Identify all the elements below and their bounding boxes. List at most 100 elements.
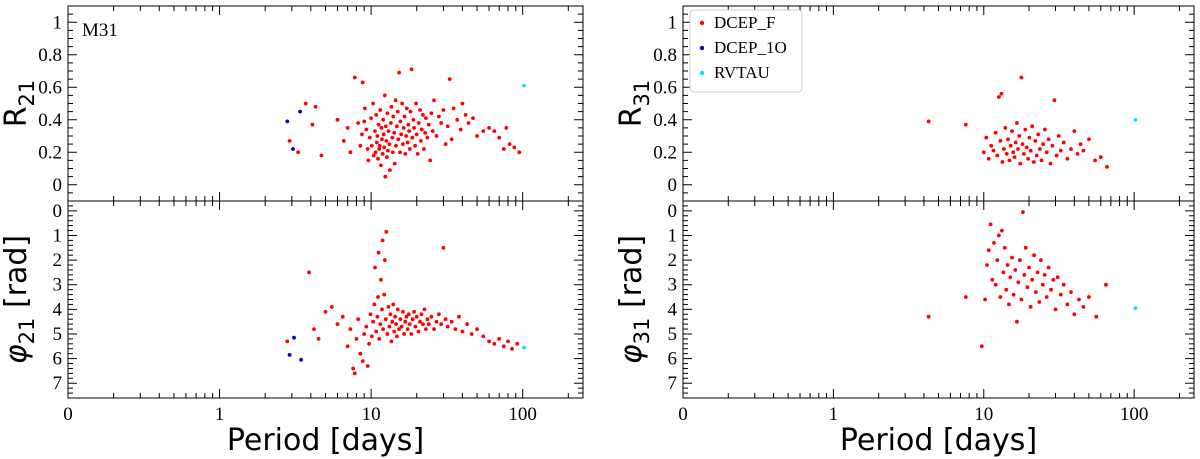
data-point — [1087, 137, 1091, 142]
y-axis-label-main: φ — [0, 344, 34, 364]
data-point — [1075, 152, 1080, 156]
data-point — [384, 139, 389, 143]
data-point — [418, 319, 422, 324]
data-point — [392, 329, 397, 334]
y-tick-label: 2 — [668, 250, 678, 271]
data-point — [522, 345, 526, 350]
data-point — [995, 153, 1000, 158]
y-axis-label-main: R — [0, 106, 34, 127]
data-point — [372, 302, 377, 307]
data-point — [388, 168, 392, 173]
legend-label: DCEP_F — [714, 13, 775, 32]
data-point — [1019, 75, 1024, 80]
data-point — [1044, 295, 1049, 299]
data-point — [1004, 152, 1009, 156]
data-point — [1093, 158, 1097, 163]
data-point — [1058, 148, 1063, 153]
data-point — [374, 329, 379, 334]
data-point — [1055, 275, 1060, 280]
data-point — [1000, 160, 1005, 164]
data-point — [369, 116, 373, 120]
data-point — [437, 312, 441, 317]
data-point — [395, 124, 399, 129]
data-point — [408, 109, 413, 114]
data-point — [1065, 302, 1070, 307]
data-point — [926, 314, 931, 319]
data-point — [926, 119, 931, 124]
data-point — [449, 137, 454, 142]
data-point — [1046, 265, 1051, 270]
data-point — [1016, 280, 1021, 285]
data-point — [398, 150, 402, 155]
data-point — [376, 250, 381, 255]
data-point — [383, 317, 388, 322]
data-point — [471, 116, 475, 120]
data-point — [487, 339, 491, 344]
data-point — [404, 314, 409, 319]
data-point — [1133, 306, 1138, 310]
data-point — [424, 116, 428, 120]
data-point — [984, 135, 989, 140]
data-point — [414, 314, 419, 319]
y-tick-label: 0.4 — [38, 110, 62, 131]
data-point — [1004, 287, 1009, 292]
data-point — [481, 334, 486, 339]
data-point — [360, 359, 365, 363]
data-point — [393, 314, 397, 319]
data-point — [409, 67, 414, 72]
data-point — [1013, 140, 1018, 145]
data-point — [475, 327, 479, 331]
data-point — [404, 106, 409, 111]
axes-frame — [67, 5, 584, 202]
data-point — [401, 309, 405, 314]
data-point — [1022, 152, 1026, 156]
data-point — [405, 140, 410, 145]
data-point — [373, 150, 378, 155]
y-tick-label: 1 — [53, 225, 63, 246]
data-point — [1015, 319, 1019, 324]
data-point — [1039, 158, 1044, 163]
data-point — [374, 113, 379, 117]
data-point — [319, 153, 324, 158]
y-axis-label: φ31 [rad] — [614, 235, 654, 364]
y-tick-label: 3 — [53, 275, 63, 296]
data-point — [373, 265, 377, 270]
y-tick-label: 6 — [668, 349, 678, 370]
data-point — [362, 119, 367, 124]
y-tick-label: 0 — [53, 201, 63, 222]
data-point — [385, 111, 390, 116]
data-point — [506, 339, 510, 344]
series-DCEP_F — [926, 75, 1109, 169]
data-point — [963, 295, 968, 299]
data-point — [352, 371, 357, 376]
data-point — [522, 83, 526, 88]
data-point — [451, 106, 456, 111]
data-point — [379, 126, 384, 130]
data-point — [986, 248, 991, 253]
y-axis-label-sub: 31 — [630, 318, 654, 345]
data-point — [1016, 147, 1020, 151]
data-point — [415, 152, 420, 156]
x-axis-label: Period [days] — [840, 423, 1037, 458]
data-point — [395, 307, 400, 312]
data-point — [1028, 305, 1033, 309]
data-point — [419, 139, 423, 143]
data-point — [285, 339, 290, 344]
data-point — [1032, 253, 1036, 258]
data-point — [316, 337, 321, 341]
data-point — [998, 295, 1003, 299]
data-point — [1000, 228, 1004, 233]
data-point — [1015, 121, 1019, 125]
data-point — [457, 314, 461, 319]
data-point — [434, 319, 439, 324]
data-point — [329, 305, 334, 309]
data-point — [422, 307, 427, 312]
data-point — [367, 135, 372, 140]
x-tick-label: 0 — [63, 404, 73, 425]
data-point — [455, 117, 460, 122]
data-point — [460, 101, 465, 106]
y-tick-label: 0.2 — [653, 142, 677, 163]
data-point — [414, 101, 418, 106]
data-point — [1056, 134, 1061, 138]
data-point — [419, 127, 424, 132]
